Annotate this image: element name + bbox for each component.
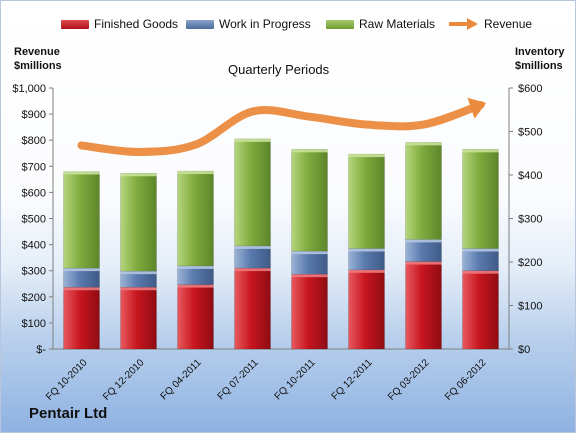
right-tick-label: $300 (518, 214, 542, 226)
right-tick-label: $100 (518, 301, 542, 313)
raw-materials-bar (177, 170, 214, 267)
finished-goods-bar (348, 269, 385, 350)
x-tick-label: FQ 06-2012 (443, 357, 489, 403)
x-tick-label: FQ 04-2011 (159, 357, 204, 402)
work-in-progress-bar-top-highlight (348, 248, 385, 252)
work-in-progress-bar (462, 248, 499, 271)
legend-label: Revenue (484, 17, 533, 31)
finished-goods-bar-top-highlight (177, 284, 214, 288)
x-tick-label: FQ 03-2012 (386, 357, 432, 403)
right-tick-label: $0 (518, 344, 530, 356)
raw-materials-bar (405, 142, 442, 240)
left-tick-label: $- (36, 344, 46, 356)
x-tick-label: FQ 12-2011 (330, 357, 375, 402)
work-in-progress-swatch (186, 19, 214, 29)
raw-materials-bar (120, 173, 157, 272)
raw-materials-bar (291, 149, 328, 252)
left-axis-title-line2: $millions (14, 60, 62, 72)
raw-materials-bar-top-highlight (348, 154, 385, 158)
work-in-progress-bar (234, 245, 271, 269)
finished-goods-bar (63, 286, 100, 350)
work-in-progress-bar-top-highlight (63, 268, 100, 272)
raw-materials-bar (234, 138, 271, 247)
work-in-progress-bar-top-highlight (234, 245, 271, 249)
finished-goods-bar-top-highlight (63, 287, 100, 291)
legend-item-work-in-progress: Work in Progress (186, 17, 311, 31)
left-axis-title: Revenue $millions (14, 45, 62, 73)
work-in-progress-bar-top-highlight (405, 239, 442, 243)
finished-goods-bar (234, 267, 271, 350)
finished-goods-bar-top-highlight (234, 268, 271, 272)
finished-goods-swatch (61, 19, 89, 29)
finished-goods-bar-top-highlight (462, 270, 499, 274)
raw-materials-swatch (326, 19, 354, 29)
work-in-progress-bar-top-highlight (462, 248, 499, 252)
finished-goods-bar (177, 284, 214, 350)
work-in-progress-bar-top-highlight (291, 251, 328, 255)
x-tick-label: FQ 12-2010 (101, 357, 147, 403)
raw-materials-bar-top-highlight (63, 171, 100, 175)
raw-materials-bar-top-highlight (291, 149, 328, 153)
left-tick-label: $300 (22, 266, 46, 278)
legend-item-finished-goods: Finished Goods (61, 17, 178, 31)
work-in-progress-bar (291, 250, 328, 275)
right-tick-label: $200 (518, 257, 542, 269)
raw-materials-bar-top-highlight (120, 173, 157, 177)
finished-goods-bar (291, 273, 328, 350)
work-in-progress-bar (348, 248, 385, 271)
right-axis-title: Inventory $millions (515, 45, 565, 73)
revenue-arrowhead (467, 97, 487, 119)
finished-goods-bar-top-highlight (348, 269, 385, 273)
company-name: Pentair Ltd (29, 405, 108, 422)
left-tick-label: $200 (22, 292, 46, 304)
finished-goods-bar (462, 270, 499, 350)
x-tick-label: FQ 07-2011 (216, 357, 261, 402)
right-tick-label: $400 (518, 170, 542, 182)
legend: Finished Goods Work in Progress Raw Mate… (1, 17, 575, 33)
x-tick-label: FQ 10-2011 (273, 357, 318, 402)
work-in-progress-bar-top-highlight (177, 265, 214, 269)
left-tick-label: $700 (22, 161, 46, 173)
left-axis-title-line1: Revenue (14, 46, 60, 58)
left-tick-label: $1,000 (12, 83, 46, 95)
finished-goods-bar (120, 286, 157, 350)
legend-item-raw-materials: Raw Materials (326, 17, 435, 31)
right-axis-title-line1: Inventory (515, 46, 565, 58)
finished-goods-bar-top-highlight (291, 274, 328, 278)
legend-label: Finished Goods (94, 17, 179, 31)
raw-materials-bar-top-highlight (234, 138, 271, 142)
revenue-arrow-swatch (449, 18, 478, 30)
finished-goods-bar-top-highlight (120, 287, 157, 291)
finished-goods-bar-top-highlight (405, 261, 442, 265)
work-in-progress-bar (405, 239, 442, 262)
left-tick-label: $400 (22, 240, 46, 252)
revenue-line (77, 100, 485, 156)
right-axis-title-line2: $millions (515, 60, 563, 72)
left-tick-label: $500 (22, 214, 46, 226)
raw-materials-bar (63, 171, 100, 269)
left-tick-label: $900 (22, 109, 46, 121)
raw-materials-bar (462, 149, 499, 249)
raw-materials-bar (348, 153, 385, 249)
work-in-progress-bar-top-highlight (120, 271, 157, 275)
raw-materials-bar-top-highlight (177, 171, 214, 175)
legend-item-revenue: Revenue (449, 17, 532, 31)
raw-materials-bar-top-highlight (405, 142, 442, 146)
x-tick-label: FQ 10-2010 (44, 357, 90, 403)
chart-subtitle: Quarterly Periods (228, 62, 330, 77)
left-tick-label: $800 (22, 135, 46, 147)
right-tick-label: $500 (518, 127, 542, 139)
left-tick-label: $600 (22, 187, 46, 199)
finished-goods-bar (405, 261, 442, 350)
left-tick-label: $100 (22, 318, 46, 330)
right-tick-label: $600 (518, 83, 542, 95)
raw-materials-bar-top-highlight (462, 149, 499, 153)
legend-label: Work in Progress (219, 17, 311, 31)
legend-label: Raw Materials (359, 17, 436, 31)
